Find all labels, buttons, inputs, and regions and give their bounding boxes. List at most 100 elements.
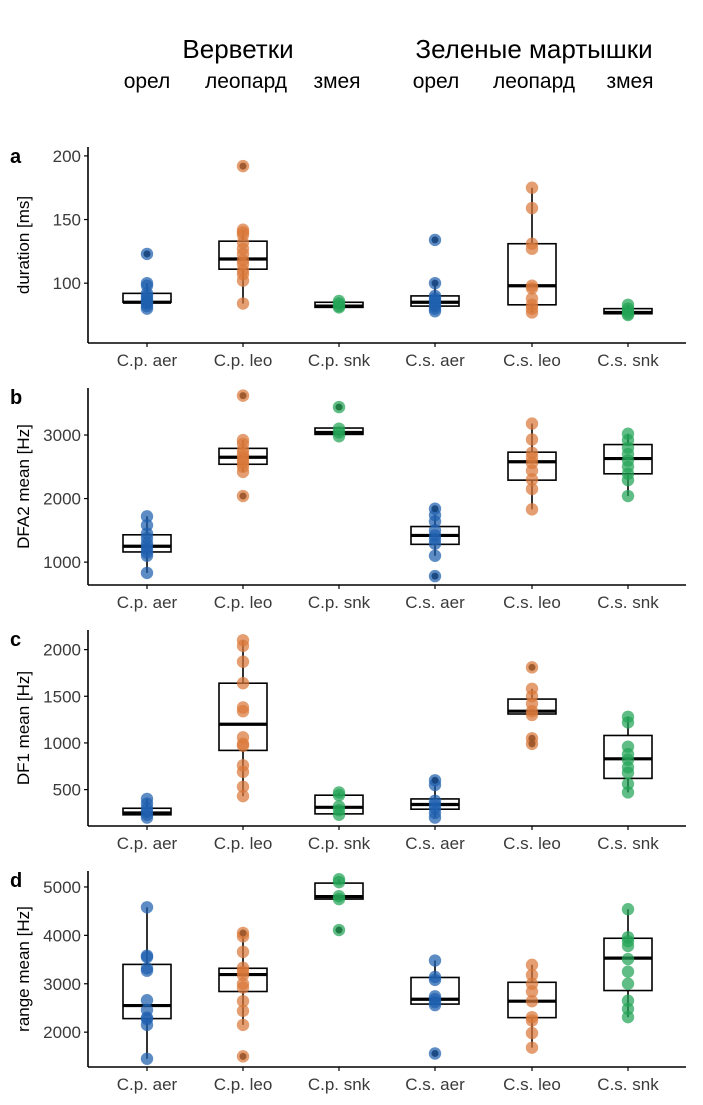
data-point xyxy=(428,998,442,1012)
panel-letter-d: d xyxy=(10,870,22,892)
x-tick-label: C.p. leo xyxy=(214,1075,273,1094)
x-tick-label: C.s. leo xyxy=(503,593,561,612)
outlier-point xyxy=(335,926,343,934)
outlier-point xyxy=(239,492,247,500)
data-point xyxy=(332,301,346,314)
data-point xyxy=(621,716,635,729)
panel-letter-b: b xyxy=(10,387,22,409)
data-point xyxy=(140,964,154,977)
data-point xyxy=(140,950,154,964)
data-point xyxy=(428,973,442,987)
data-point xyxy=(621,473,635,487)
x-tick-label: C.s. aer xyxy=(405,593,465,612)
data-point xyxy=(428,304,442,318)
y-axis-title: DFA2 mean [Hz] xyxy=(14,424,33,549)
data-point xyxy=(525,708,539,722)
data-point xyxy=(621,903,635,916)
panel-letter-c: c xyxy=(10,629,21,651)
data-point xyxy=(332,789,346,802)
data-point xyxy=(140,302,154,315)
data-point xyxy=(428,811,442,824)
outlier-point xyxy=(431,776,439,784)
data-point xyxy=(621,308,635,322)
y-tick-label: 2000 xyxy=(43,1023,81,1042)
outlier-point xyxy=(431,572,439,580)
y-tick-label: 1000 xyxy=(43,734,81,753)
data-point xyxy=(140,566,154,580)
y-tick-label: 100 xyxy=(53,274,81,293)
x-tick-label: C.p. leo xyxy=(214,834,273,853)
outlier-point xyxy=(431,505,439,513)
data-point xyxy=(332,892,346,906)
x-tick-label: C.s. aer xyxy=(405,1075,465,1094)
x-tick-label: C.s. leo xyxy=(503,1075,561,1094)
outlier-point xyxy=(431,279,439,287)
x-tick-label: C.s. snk xyxy=(597,834,659,853)
call-label-vervet-snake: змея xyxy=(313,70,361,93)
x-tick-label: C.p. snk xyxy=(308,1075,371,1094)
data-point xyxy=(236,705,250,718)
x-tick-label: C.p. snk xyxy=(308,593,371,612)
data-point xyxy=(332,430,346,443)
data-point xyxy=(236,765,250,779)
outlier-point xyxy=(431,1049,439,1057)
call-label-vervet-eagle: орел xyxy=(123,70,171,93)
data-point xyxy=(236,274,250,287)
data-point xyxy=(140,549,154,562)
call-label-green-leopard: леопард xyxy=(492,70,576,93)
x-tick-label: C.p. snk xyxy=(308,834,371,853)
data-point xyxy=(525,1041,539,1054)
x-tick-label: C.p. leo xyxy=(214,593,273,612)
outlier-point xyxy=(239,1052,247,1060)
data-point xyxy=(525,473,539,486)
outlier-point xyxy=(528,734,536,742)
data-point xyxy=(236,945,250,959)
y-tick-label: 3000 xyxy=(43,426,81,445)
y-axis-title: duration [ms] xyxy=(14,196,33,294)
outlier-point xyxy=(528,740,536,748)
x-tick-label: C.s. snk xyxy=(597,351,659,370)
data-point xyxy=(140,1018,154,1032)
data-point xyxy=(140,994,154,1007)
x-tick-label: C.p. leo xyxy=(214,351,273,370)
data-point xyxy=(525,482,539,496)
data-point xyxy=(236,968,250,982)
call-label-green-snake: змея xyxy=(606,70,654,93)
x-tick-label: C.p. aer xyxy=(117,834,178,853)
y-tick-label: 2000 xyxy=(43,490,81,509)
x-tick-label: C.s. leo xyxy=(503,351,561,370)
panel-letter-a: a xyxy=(10,146,22,168)
x-tick-label: C.s. aer xyxy=(405,834,465,853)
data-point xyxy=(621,977,635,990)
x-tick-label: C.s. aer xyxy=(405,351,465,370)
data-point xyxy=(332,875,346,889)
outlier-point xyxy=(239,929,247,937)
data-point xyxy=(236,677,250,690)
y-tick-label: 3000 xyxy=(43,975,81,994)
data-point xyxy=(525,433,539,446)
y-tick-label: 1000 xyxy=(43,553,81,572)
data-point xyxy=(140,901,154,914)
data-point xyxy=(525,958,539,972)
data-point xyxy=(525,1014,539,1027)
data-point xyxy=(140,1052,154,1065)
y-tick-label: 5000 xyxy=(43,878,81,897)
data-point xyxy=(525,994,539,1008)
data-point xyxy=(525,1026,539,1040)
data-point xyxy=(525,503,539,516)
x-tick-label: C.p. aer xyxy=(117,1075,178,1094)
data-point xyxy=(236,739,250,752)
data-point xyxy=(428,954,442,967)
y-tick-label: 4000 xyxy=(43,926,81,945)
x-tick-label: C.p. snk xyxy=(308,351,371,370)
data-point xyxy=(236,981,250,994)
y-tick-label: 2000 xyxy=(43,641,81,660)
data-point xyxy=(428,537,442,550)
data-point xyxy=(428,549,442,562)
data-point xyxy=(621,1010,635,1024)
group-title-vervet: Верветки xyxy=(182,34,294,64)
data-point xyxy=(236,994,250,1008)
x-tick-label: C.s. snk xyxy=(597,593,659,612)
x-tick-label: C.s. snk xyxy=(597,1075,659,1094)
call-label-vervet-leopard: леопард xyxy=(204,70,288,93)
